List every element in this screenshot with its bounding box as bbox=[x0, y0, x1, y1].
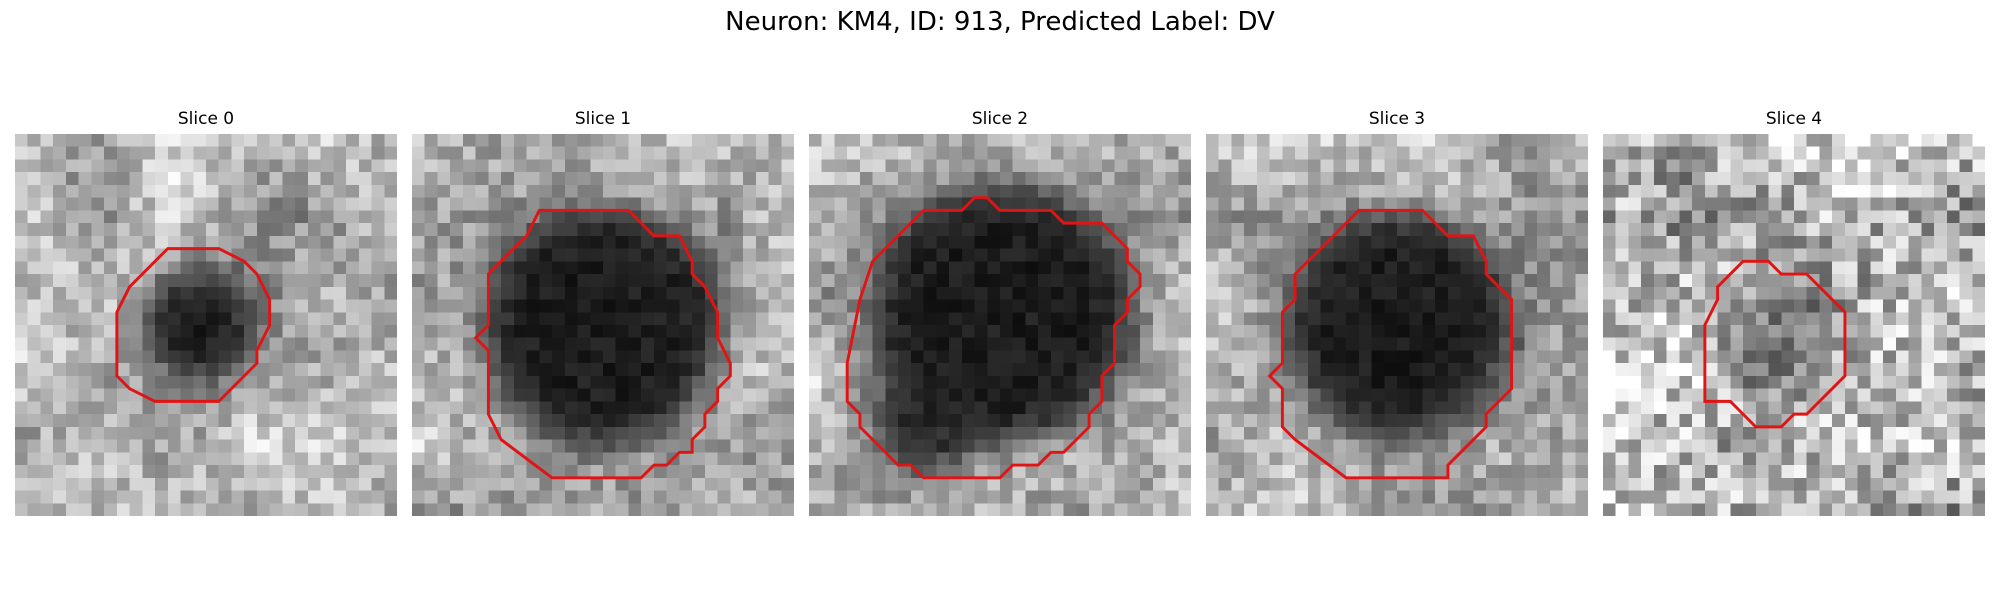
neuron-contour-slice-4 bbox=[1703, 259, 1847, 429]
contour-polygon bbox=[1703, 259, 1847, 429]
neuron-contour-slice-3 bbox=[1267, 208, 1514, 480]
contour-polygon bbox=[473, 208, 732, 480]
slice-title-1: Slice 1 bbox=[574, 109, 632, 129]
microscopy-image-slice-3 bbox=[1206, 134, 1588, 516]
neuron-contour-slice-2 bbox=[845, 196, 1142, 480]
microscopy-image-slice-2 bbox=[809, 134, 1191, 516]
microscopy-image-slice-0 bbox=[15, 134, 397, 516]
neuron-contour-slice-1 bbox=[473, 208, 732, 480]
contour-polygon bbox=[115, 247, 272, 403]
contour-polygon bbox=[845, 196, 1142, 480]
neuron-contour-slice-0 bbox=[115, 247, 272, 403]
slice-title-2: Slice 2 bbox=[971, 109, 1029, 129]
microscopy-image-slice-1 bbox=[412, 134, 794, 516]
contour-polygon bbox=[1267, 208, 1514, 480]
figure-title: Neuron: KM4, ID: 913, Predicted Label: D… bbox=[725, 7, 1275, 37]
slice-title-0: Slice 0 bbox=[177, 109, 235, 129]
slice-title-3: Slice 3 bbox=[1368, 109, 1426, 129]
microscopy-image-slice-4 bbox=[1603, 134, 1985, 516]
slice-title-4: Slice 4 bbox=[1765, 109, 1823, 129]
